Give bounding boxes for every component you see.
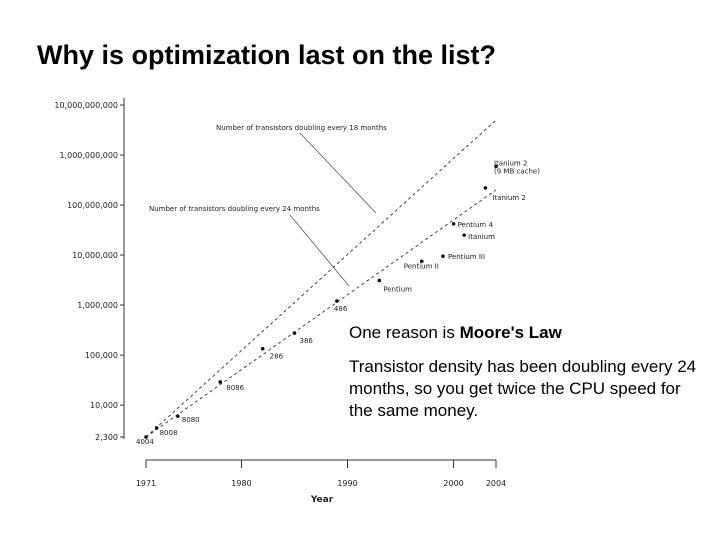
data-point: [335, 299, 339, 303]
data-point-label: 8086: [226, 384, 244, 392]
y-tick-label: 10,000,000: [72, 251, 118, 260]
data-point: [483, 186, 488, 190]
data-point-label: Pentium 4: [458, 221, 494, 229]
data-point-label: Itanium: [468, 233, 495, 241]
data-point-label: 8080: [182, 416, 200, 424]
y-tick-label: 10,000,000,000: [54, 101, 118, 110]
data-point-label: Pentium II: [404, 262, 439, 270]
x-tick-label: 1971: [136, 479, 156, 488]
data-point: [260, 346, 265, 351]
data-point: [292, 331, 297, 335]
data-point-label: 486: [334, 305, 348, 313]
x-axis-label: Year: [310, 495, 334, 505]
data-point: [494, 164, 498, 169]
data-point: [154, 426, 159, 430]
reason-line: One reason is Moore's Law: [349, 322, 709, 344]
data-point: [176, 414, 180, 418]
slide-title: Why is optimization last on the list?: [37, 40, 497, 70]
trend-annotation-leader: [289, 214, 350, 287]
trend-line: [145, 189, 497, 438]
x-tick-label: 2004: [486, 479, 506, 488]
data-point: [451, 222, 456, 226]
trend-annotation-leader: [299, 132, 377, 214]
reason-emphasis: Moore's Law: [459, 323, 562, 342]
y-tick-label: 100,000: [85, 351, 118, 360]
y-tick-label: 1,000,000: [77, 301, 118, 310]
x-tick-label: 1980: [231, 479, 251, 488]
y-tick-label: 2,300: [95, 433, 118, 442]
data-point: [144, 435, 148, 439]
data-point: [218, 380, 223, 384]
data-point-label: Itanium 2 (9 MB cache): [494, 159, 540, 175]
explanation-text: Transistor density has been doubling eve…: [349, 357, 697, 420]
trend-annotation: Number of transistors doubling every 18 …: [216, 124, 387, 132]
y-tick-label: 10,000: [90, 401, 118, 410]
trend-line: [145, 119, 497, 438]
y-tick-label: 100,000,000: [67, 201, 118, 210]
data-point-label: Pentium III: [448, 253, 485, 261]
x-tick-label: 1990: [337, 479, 357, 488]
data-point: [377, 278, 382, 283]
moores-law-note: One reason is Moore's Law Transistor den…: [349, 322, 709, 434]
data-point: [462, 233, 466, 237]
data-point-label: 4004: [136, 438, 154, 446]
reason-prefix: One reason is: [349, 323, 460, 342]
data-point-label: 386: [299, 337, 313, 345]
data-point-label: 286: [270, 353, 284, 361]
data-point-label: Itanium 2: [492, 194, 525, 202]
x-tick-label: 2000: [443, 479, 463, 488]
data-point: [419, 259, 424, 264]
data-point-label: 8008: [160, 429, 178, 437]
data-point: [441, 254, 445, 258]
y-tick-label: 1,000,000,000: [59, 151, 118, 160]
trend-annotation: Number of transistors doubling every 24 …: [149, 205, 320, 213]
data-point-label: Pentium: [383, 285, 412, 293]
